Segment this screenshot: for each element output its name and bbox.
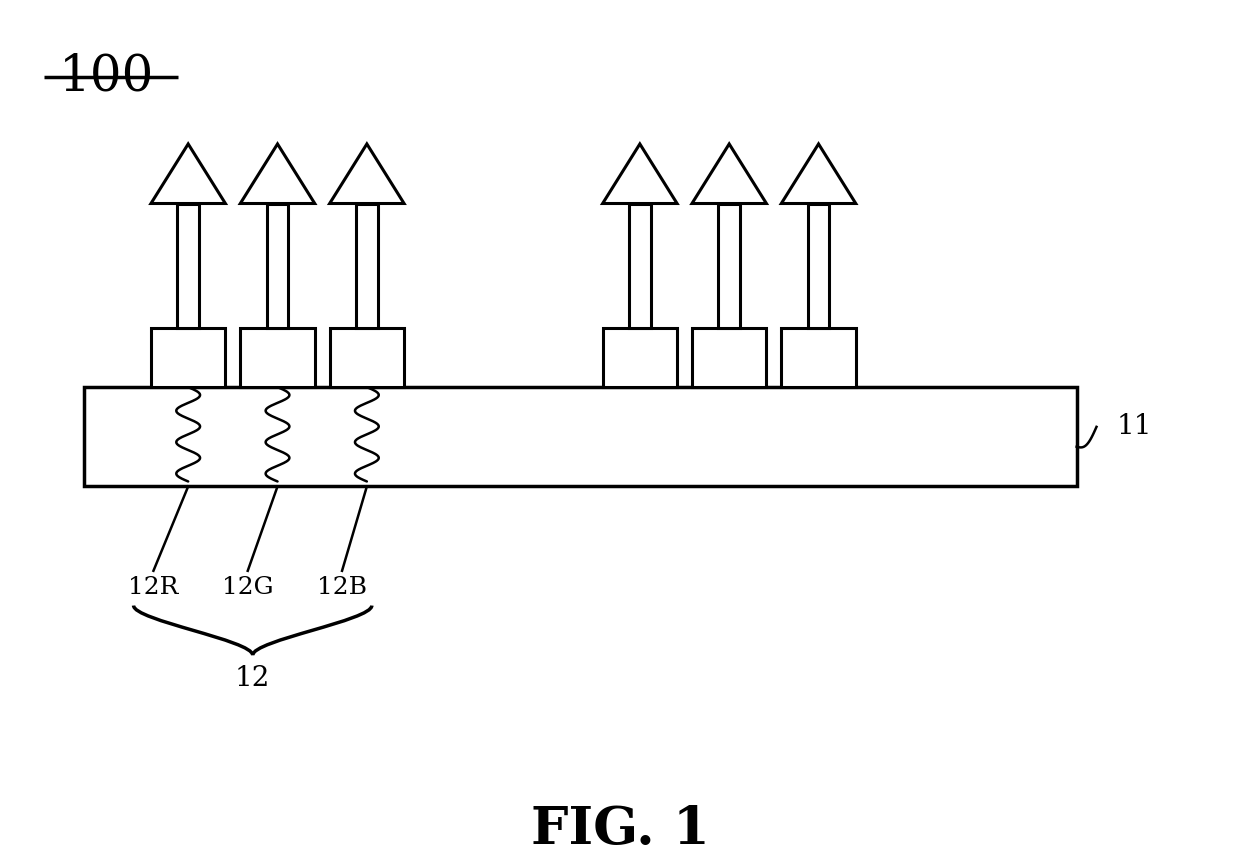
Polygon shape	[692, 144, 766, 203]
Text: FIG. 1: FIG. 1	[531, 804, 709, 855]
Bar	[718, 203, 740, 327]
Text: 12B: 12B	[317, 575, 367, 599]
Bar	[241, 327, 315, 387]
Bar	[151, 327, 226, 387]
Polygon shape	[151, 144, 226, 203]
Text: 12: 12	[236, 665, 270, 692]
Bar	[807, 203, 830, 327]
Bar	[84, 387, 1076, 486]
Polygon shape	[330, 144, 404, 203]
Bar	[330, 327, 404, 387]
Bar	[603, 327, 677, 387]
Text: 12G: 12G	[222, 575, 274, 599]
Text: 12R: 12R	[128, 575, 179, 599]
Text: 100: 100	[60, 51, 155, 101]
Bar	[629, 203, 651, 327]
Bar	[177, 203, 200, 327]
Bar	[267, 203, 289, 327]
Text: 11: 11	[1116, 413, 1152, 440]
Polygon shape	[603, 144, 677, 203]
Polygon shape	[241, 144, 315, 203]
Bar	[781, 327, 856, 387]
Bar	[692, 327, 766, 387]
Polygon shape	[781, 144, 856, 203]
Bar	[356, 203, 378, 327]
